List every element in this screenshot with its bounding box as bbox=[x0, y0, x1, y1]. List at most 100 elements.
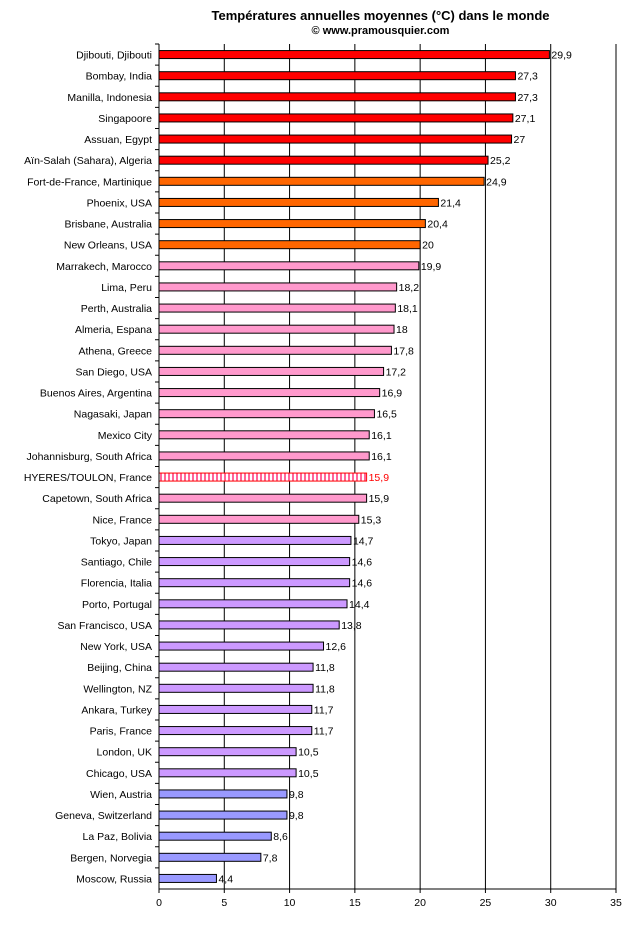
data-label: 15,3 bbox=[361, 514, 382, 526]
data-label: 19,9 bbox=[421, 261, 442, 273]
category-label: Almeria, Espana bbox=[75, 324, 152, 336]
bar bbox=[158, 388, 381, 398]
data-label: 4,4 bbox=[218, 873, 233, 885]
bar bbox=[158, 409, 375, 419]
data-label: 20 bbox=[422, 240, 434, 252]
x-tick-label: 0 bbox=[156, 897, 162, 909]
data-label: 7,8 bbox=[263, 852, 278, 864]
data-label: 18,1 bbox=[397, 303, 418, 315]
data-label: 29,9 bbox=[551, 50, 572, 62]
bar bbox=[158, 219, 426, 229]
category-label: Mexico City bbox=[98, 430, 153, 442]
category-label: Moscow, Russia bbox=[76, 873, 152, 885]
bar bbox=[158, 810, 288, 820]
category-label: Beijing, China bbox=[87, 662, 152, 674]
bar bbox=[158, 747, 297, 757]
category-label: San Diego, USA bbox=[76, 366, 152, 378]
data-label: 14,7 bbox=[353, 535, 374, 547]
data-label: 10,5 bbox=[298, 768, 319, 780]
x-tick-label: 30 bbox=[545, 897, 557, 909]
bar bbox=[158, 71, 516, 81]
bar bbox=[158, 134, 513, 144]
bar bbox=[158, 472, 368, 482]
category-label: Tokyo, Japan bbox=[90, 535, 152, 547]
data-label: 11,7 bbox=[314, 726, 334, 738]
bar bbox=[158, 789, 288, 799]
bar bbox=[158, 366, 385, 376]
category-label: New York, USA bbox=[80, 641, 152, 653]
category-label: La Paz, Bolivia bbox=[83, 831, 153, 843]
category-label: Fort-de-France, Martinique bbox=[27, 176, 152, 188]
bar bbox=[158, 641, 325, 651]
bar bbox=[158, 683, 314, 693]
bar bbox=[158, 768, 297, 778]
category-label: Aïn-Salah (Sahara), Algeria bbox=[24, 155, 152, 167]
category-label: Singapoore bbox=[98, 113, 152, 125]
data-label: 27,1 bbox=[515, 113, 536, 125]
data-label: 12,6 bbox=[326, 641, 347, 653]
category-label: San Francisco, USA bbox=[57, 620, 152, 632]
bar bbox=[158, 324, 395, 334]
data-label: 16,5 bbox=[376, 409, 397, 421]
data-label: 16,1 bbox=[371, 430, 392, 442]
data-label: 20,4 bbox=[427, 219, 448, 231]
bar bbox=[158, 261, 420, 271]
x-tick-label: 5 bbox=[221, 897, 227, 909]
data-label: 13,8 bbox=[341, 620, 362, 632]
data-label: 10,5 bbox=[298, 747, 319, 759]
bar bbox=[158, 852, 262, 862]
category-label: Nagasaki, Japan bbox=[74, 409, 152, 421]
bar bbox=[158, 726, 313, 736]
category-label: Geneva, Switzerland bbox=[55, 810, 152, 822]
gridlines bbox=[223, 44, 617, 889]
chart-subtitle: © www.pramousquier.com bbox=[311, 25, 450, 37]
bar bbox=[158, 240, 421, 250]
category-label: Athena, Greece bbox=[78, 345, 152, 357]
data-label: 11,8 bbox=[315, 662, 335, 674]
bar bbox=[158, 197, 439, 207]
bar bbox=[158, 599, 348, 609]
category-label: Paris, France bbox=[90, 726, 153, 738]
category-label: Florencia, Italia bbox=[81, 578, 152, 590]
bar bbox=[158, 514, 360, 524]
bar bbox=[158, 831, 272, 841]
bar bbox=[158, 303, 396, 313]
data-label: 27 bbox=[514, 134, 526, 146]
bar bbox=[158, 113, 514, 123]
x-tick-label: 20 bbox=[414, 897, 426, 909]
category-label: Perth, Australia bbox=[81, 303, 152, 315]
bar bbox=[158, 430, 370, 440]
category-label: Assuan, Egypt bbox=[84, 134, 152, 146]
bar bbox=[158, 557, 351, 567]
data-label: 9,8 bbox=[289, 789, 304, 801]
data-label: 8,6 bbox=[273, 831, 288, 843]
category-label: Djibouti, Djibouti bbox=[76, 50, 152, 62]
category-label: Johannisburg, South Africa bbox=[27, 451, 153, 463]
category-label: HYERES/TOULON, France bbox=[24, 472, 152, 484]
data-label: 15,9 bbox=[369, 472, 390, 484]
category-label: Lima, Peru bbox=[101, 282, 152, 294]
data-label: 9,8 bbox=[289, 810, 304, 822]
bar bbox=[158, 345, 392, 355]
data-label: 14,6 bbox=[352, 557, 373, 569]
data-label: 17,2 bbox=[386, 366, 407, 378]
category-label: Bombay, India bbox=[86, 71, 153, 83]
bar bbox=[158, 50, 550, 60]
category-label: Wellington, NZ bbox=[83, 683, 152, 695]
category-label: Nice, France bbox=[92, 514, 152, 526]
category-label: Brisbane, Australia bbox=[64, 219, 152, 231]
category-label: Wien, Austria bbox=[90, 789, 152, 801]
chart-title: Températures annuelles moyennes (°C) dan… bbox=[211, 8, 550, 23]
bar bbox=[158, 92, 516, 102]
axes: 0 5 10 15 20 25 30 35 Djibouti, Djibouti Bombay, … bbox=[24, 43, 622, 909]
data-label: 14,6 bbox=[352, 578, 373, 590]
data-label: 21,4 bbox=[440, 197, 461, 209]
data-label: 17,8 bbox=[393, 345, 414, 357]
bar bbox=[158, 704, 313, 714]
data-label: 14,4 bbox=[349, 599, 370, 611]
data-label: 15,9 bbox=[369, 493, 390, 505]
category-label: London, UK bbox=[97, 747, 152, 759]
bar bbox=[158, 451, 370, 461]
bar bbox=[158, 176, 485, 186]
